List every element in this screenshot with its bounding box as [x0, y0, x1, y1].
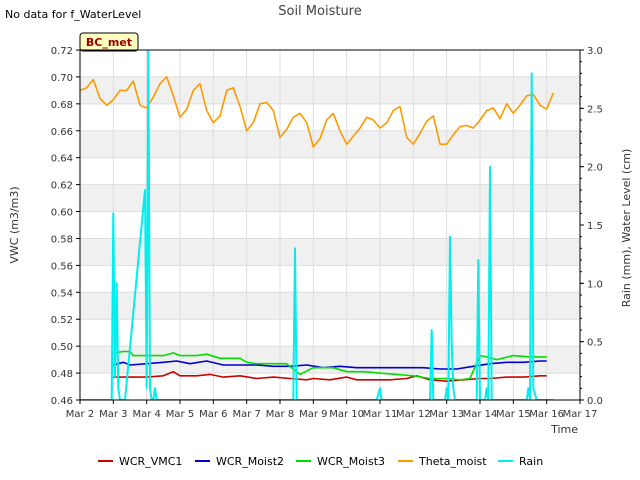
x-tick-label: Mar 5	[166, 409, 194, 420]
series-line-wcr-moist3	[113, 350, 547, 381]
y-axis-label: VWC (m3/m3)	[8, 186, 21, 263]
legend-label: Theta_moist	[418, 455, 487, 468]
y-tick-label: 0.62	[51, 181, 73, 192]
plot-background	[79, 49, 581, 401]
y-tick-label: 0.70	[51, 73, 73, 84]
plot-band	[80, 346, 580, 374]
x-tick-label: Mar 12	[396, 409, 431, 420]
y2-tick-label: 1.0	[587, 279, 603, 290]
y-tick-label: 0.68	[51, 100, 73, 111]
x-tick-label: Mar 14	[463, 409, 498, 420]
y-tick-label: 0.56	[51, 261, 73, 272]
plot-area	[80, 50, 555, 400]
y-tick-label: 0.66	[51, 127, 73, 138]
plot-band	[80, 130, 580, 158]
legend-label: Rain	[519, 455, 543, 468]
chart-title: Soil Moisture	[278, 4, 362, 19]
plot-band	[80, 184, 580, 212]
plot-band	[80, 265, 580, 293]
series-line-theta-moist	[80, 76, 555, 148]
x-tick-label: Mar 15	[496, 409, 531, 420]
plot-band	[80, 238, 580, 266]
legend-label: WCR_VMC1	[119, 455, 182, 468]
badge-label: BC_met	[86, 36, 132, 49]
y-tick-label: 0.52	[51, 315, 73, 326]
no-data-note: No data for f_WaterLevel	[5, 8, 141, 21]
plot-band	[80, 211, 580, 239]
plot-band	[80, 76, 580, 104]
y-tick-label: 0.54	[51, 288, 73, 299]
plot-band	[80, 157, 580, 185]
y2-tick-label: 2.0	[587, 163, 603, 174]
series-line-rain	[80, 50, 554, 400]
legend-label: WCR_Moist3	[317, 455, 385, 468]
legend-label: WCR_Moist2	[216, 455, 284, 468]
y2-axis-label: Rain (mm), Water Level (cm)	[620, 149, 633, 308]
y-tick-label: 0.64	[51, 154, 73, 165]
y-tick-label: 0.58	[51, 234, 73, 245]
y2-tick-label: 2.5	[587, 104, 603, 115]
y-tick-label: 0.72	[51, 46, 73, 57]
plot-band	[80, 50, 580, 77]
x-tick-label: Mar 16	[529, 409, 564, 420]
x-tick-label: Mar 9	[299, 409, 327, 420]
x-tick-label: Mar 7	[232, 409, 260, 420]
y-tick-label: 0.48	[51, 369, 73, 380]
x-tick-label: Mar 17	[563, 409, 598, 420]
y-tick-label: 0.50	[51, 342, 73, 353]
x-tick-label: Mar 6	[199, 409, 227, 420]
plot-band	[80, 319, 580, 347]
x-axis-label: Time	[550, 423, 578, 436]
station-badge: BC_met	[79, 32, 139, 52]
y2-tick-label: 1.5	[587, 221, 603, 232]
plot-band	[80, 292, 580, 320]
x-tick-label: Mar 4	[132, 409, 160, 420]
legend: WCR_VMC1 WCR_Moist2 WCR_Moist3 Theta_moist R…	[98, 455, 543, 468]
x-tick-label: Mar 10	[329, 409, 364, 420]
x-tick-label: Mar 11	[363, 409, 398, 420]
y2-tick-label: 3.0	[587, 46, 603, 57]
x-tick-label: Mar 2	[66, 409, 94, 420]
x-tick-label: Mar 13	[429, 409, 464, 420]
y2-tick-label: 0.5	[587, 338, 603, 349]
x-tick-label: Mar 8	[266, 409, 294, 420]
badge-box	[79, 32, 139, 52]
y-tick-label: 0.60	[51, 208, 73, 219]
y-tick-label: 0.46	[51, 396, 73, 407]
x-tick-label: Mar 3	[99, 409, 127, 420]
y2-tick-label: 0.0	[587, 396, 603, 407]
